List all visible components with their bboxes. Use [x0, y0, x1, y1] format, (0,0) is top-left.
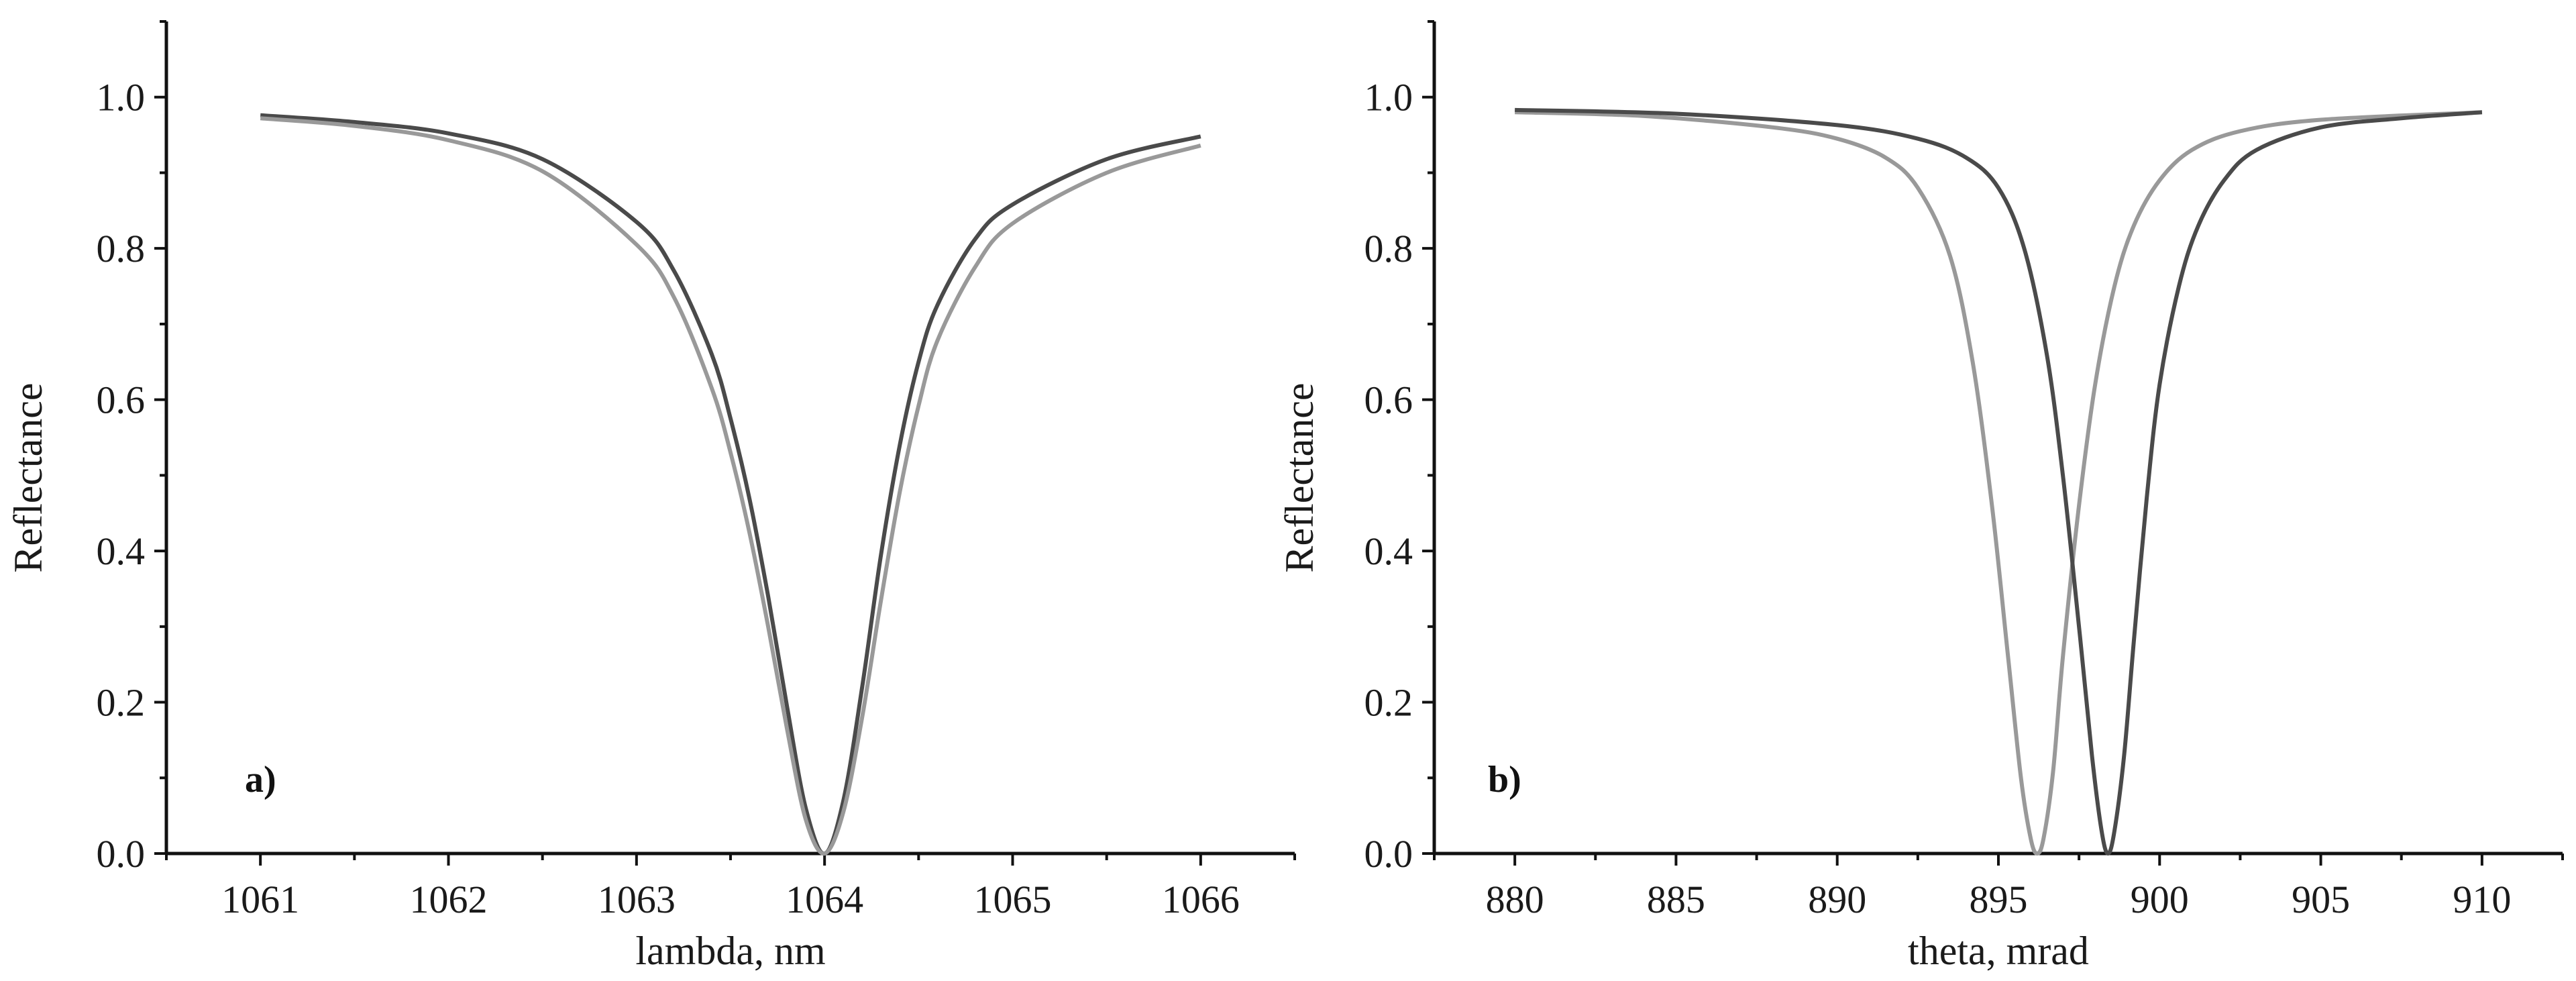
y-axis-title: Reflectance	[6, 382, 50, 572]
x-tick-label: 895	[1970, 878, 2028, 921]
x-axis-title: lambda, nm	[635, 929, 825, 973]
panel-label: b)	[1488, 759, 1521, 801]
y-tick-label: 0.2	[1364, 681, 1413, 725]
y-tick-label: 0.0	[1364, 832, 1413, 876]
x-tick-label: 1061	[221, 878, 299, 921]
x-tick-label: 1062	[410, 878, 488, 921]
y-tick-label: 1.0	[97, 76, 146, 119]
y-axis-title: Reflectance	[1277, 382, 1322, 572]
y-tick-label: 0.6	[97, 378, 146, 422]
y-tick-label: 0.8	[97, 227, 146, 270]
x-tick-label: 1063	[598, 878, 676, 921]
x-tick-label: 880	[1486, 878, 1544, 921]
x-tick-label: 905	[2292, 878, 2350, 921]
series-line-dark	[260, 113, 1201, 856]
x-tick-label: 1065	[974, 878, 1052, 921]
series-line-light	[1515, 110, 2483, 856]
x-tick-label: 900	[2131, 878, 2189, 921]
x-tick-label: 1064	[786, 878, 863, 921]
x-tick-label: 885	[1647, 878, 1705, 921]
x-tick-label: 1066	[1162, 878, 1240, 921]
series-line-dark	[1515, 107, 2483, 856]
y-tick-label: 0.4	[97, 529, 146, 573]
y-tick-label: 0.8	[1364, 227, 1413, 270]
y-tick-label: 0.0	[97, 832, 146, 876]
x-axis-title: theta, mrad	[1908, 929, 2089, 973]
panel-a: 0.0 0.2 0.4 0.6 0.8 1.0 1061 1062 1063 1064 1065 10…	[6, 20, 1296, 973]
x-tick-label: 890	[1808, 878, 1866, 921]
series-line-light	[260, 116, 1201, 856]
panel-label: a)	[245, 759, 276, 801]
y-tick-label: 1.0	[1364, 76, 1413, 119]
y-tick-label: 0.2	[97, 681, 146, 725]
panel-b: 0.0 0.2 0.4 0.6 0.8 1.0 880 885 890 895 900 905 910 t…	[1277, 20, 2564, 973]
y-tick-label: 0.4	[1364, 529, 1413, 573]
y-tick-label: 0.6	[1364, 378, 1413, 422]
x-tick-label: 910	[2453, 878, 2511, 921]
